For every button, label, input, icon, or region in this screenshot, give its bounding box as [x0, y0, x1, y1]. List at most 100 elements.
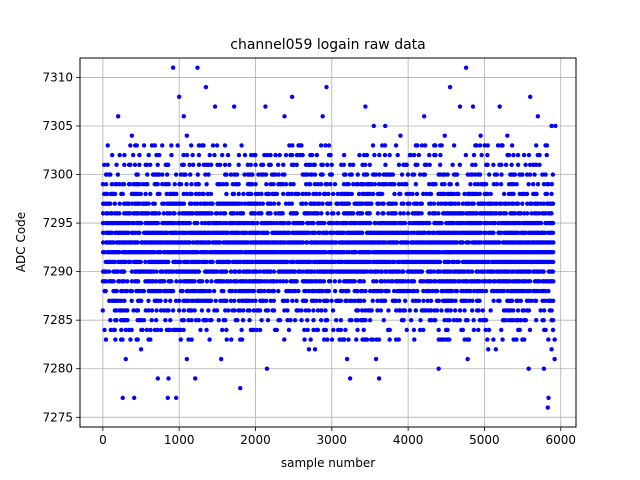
data-point: [239, 337, 245, 342]
data-point: [237, 269, 243, 274]
data-point: [195, 201, 200, 206]
data-point: [423, 143, 428, 148]
data-point: [488, 308, 493, 313]
data-point: [338, 317, 344, 323]
data-point: [274, 191, 280, 197]
data-point: [198, 327, 203, 333]
data-point: [247, 317, 252, 323]
data-point: [332, 279, 338, 284]
data-point: [135, 172, 140, 177]
data-point: [319, 211, 324, 216]
data-point: [472, 172, 478, 177]
data-point: [124, 288, 130, 294]
data-point: [123, 259, 128, 265]
data-point: [352, 279, 357, 284]
data-point: [312, 172, 318, 177]
data-point: [404, 162, 409, 168]
data-point: [376, 201, 382, 206]
data-point: [518, 317, 523, 323]
data-point: [117, 211, 122, 216]
data-point: [217, 162, 223, 168]
data-point: [115, 114, 121, 119]
data-point: [453, 201, 458, 206]
data-point: [308, 182, 313, 187]
data-point: [511, 201, 516, 206]
data-point: [497, 104, 502, 109]
data-point: [114, 162, 119, 168]
data-point: [271, 288, 277, 294]
data-point: [196, 269, 202, 274]
data-point: [219, 327, 225, 333]
data-point: [361, 279, 366, 284]
data-point: [116, 269, 121, 274]
data-point: [125, 317, 130, 323]
data-point: [541, 182, 547, 187]
data-point: [228, 279, 234, 284]
data-point: [105, 191, 110, 197]
data-point: [152, 143, 158, 148]
data-points: [100, 65, 558, 410]
data-point: [172, 182, 177, 187]
data-point: [203, 84, 209, 90]
data-point: [499, 162, 504, 168]
data-point: [467, 298, 472, 303]
data-point: [207, 220, 212, 226]
data-point: [372, 182, 378, 187]
data-point: [526, 366, 531, 371]
data-point: [169, 279, 174, 284]
data-point: [494, 211, 499, 216]
data-point: [537, 279, 542, 284]
data-point: [189, 308, 194, 313]
data-point: [379, 288, 385, 294]
data-point: [511, 191, 516, 197]
data-point: [478, 230, 484, 235]
data-point: [285, 308, 290, 313]
data-point: [403, 298, 408, 303]
data-point: [129, 327, 134, 333]
data-point: [445, 327, 450, 333]
data-point: [488, 279, 493, 284]
data-point: [361, 327, 366, 333]
data-point: [112, 201, 118, 206]
data-point: [328, 201, 333, 206]
data-point: [329, 298, 334, 303]
data-point: [292, 317, 298, 323]
data-point: [358, 298, 363, 303]
data-point: [377, 172, 382, 177]
data-point: [250, 182, 255, 187]
data-point: [436, 327, 441, 333]
data-point: [431, 201, 437, 206]
data-point: [158, 327, 164, 333]
data-point: [187, 240, 193, 245]
data-point: [491, 337, 496, 342]
data-point: [453, 279, 458, 284]
data-point: [120, 191, 125, 197]
data-point: [135, 337, 140, 342]
data-point: [419, 269, 425, 274]
data-point: [515, 162, 521, 168]
data-point: [518, 211, 524, 216]
x-tick-label: 6000: [545, 433, 576, 447]
data-point: [233, 269, 238, 274]
data-point: [262, 288, 267, 294]
data-point: [229, 337, 234, 342]
data-point: [151, 269, 156, 274]
data-point: [145, 172, 150, 177]
data-point: [256, 172, 261, 177]
data-point: [550, 230, 556, 235]
data-point: [404, 191, 409, 197]
data-point: [445, 172, 450, 177]
data-point: [257, 308, 263, 313]
data-point: [222, 162, 228, 168]
data-point: [232, 308, 237, 313]
data-point: [286, 230, 292, 235]
data-point: [335, 220, 341, 226]
data-point: [469, 269, 475, 274]
data-point: [300, 240, 306, 245]
data-point: [294, 162, 299, 168]
data-point: [265, 308, 271, 313]
data-point: [485, 337, 490, 342]
data-point: [474, 211, 480, 216]
data-point: [460, 201, 466, 206]
data-point: [196, 317, 201, 323]
